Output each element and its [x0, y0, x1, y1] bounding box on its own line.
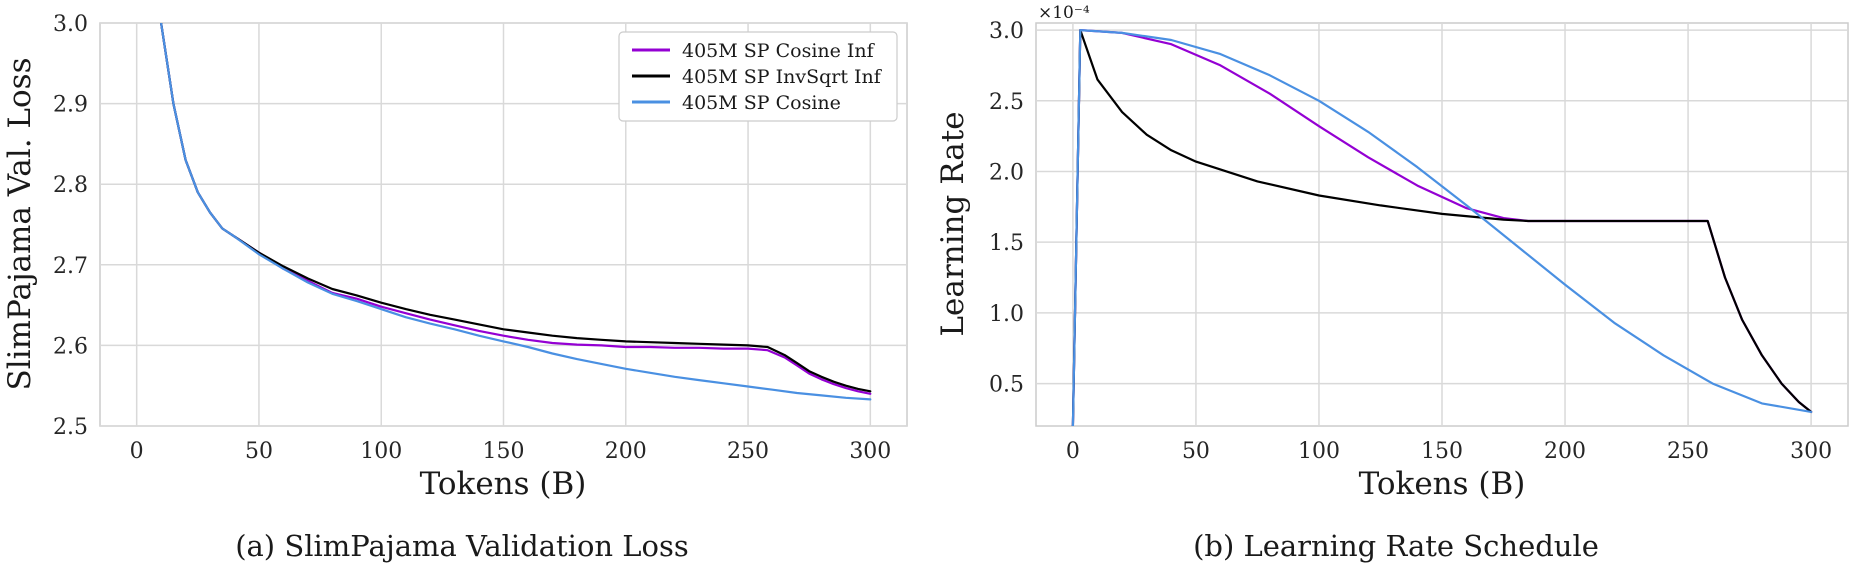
x-tick-label-b-3: 150 — [1421, 439, 1463, 464]
y-tick-label-a-3: 2.8 — [53, 173, 88, 198]
y-tick-label-a-0: 2.5 — [53, 415, 88, 440]
x-tick-label-b-2: 100 — [1298, 439, 1340, 464]
y-ticks-a: 2.5 2.6 2.7 2.8 2.9 3.0 — [53, 12, 88, 440]
legend-label-1: 405M SP InvSqrt Inf — [682, 66, 883, 88]
x-ticks-b: 0 50 100 150 200 250 300 — [1066, 439, 1832, 464]
x-tick-label-b-1: 50 — [1182, 439, 1210, 464]
x-tick-label-a-0: 0 — [130, 439, 144, 464]
panel-validation-loss: 0 50 100 150 200 250 300 2.5 2.6 2.7 2.8 2.9 3.0 To… — [2, 12, 908, 563]
x-tick-label-a-2: 100 — [360, 439, 402, 464]
y-tick-label-a-1: 2.6 — [53, 334, 88, 359]
series-line-b-1 — [1071, 29, 1813, 426]
y-ticks-b: 0.5 1.0 1.5 2.0 2.5 3.0 — [989, 19, 1024, 398]
legend-a: 405M SP Cosine Inf 405M SP InvSqrt Inf 405… — [618, 31, 898, 122]
y-tick-label-b-4: 2.5 — [989, 90, 1024, 115]
x-axis-label-a: Tokens (B) — [420, 466, 587, 502]
caption-b: (b) Learning Rate Schedule — [1193, 529, 1599, 563]
y-tick-label-b-3: 2.0 — [989, 160, 1024, 185]
x-tick-label-a-3: 150 — [483, 439, 525, 464]
series-line-b-2 — [1071, 29, 1813, 426]
grid-a — [100, 22, 907, 427]
lines-a — [160, 23, 872, 401]
legend-label-0: 405M SP Cosine Inf — [682, 40, 876, 62]
grid-b — [1036, 23, 1848, 426]
panel-learning-rate: 0 50 100 150 200 250 300 0.5 1.0 1.5 2.0 2.5 3.0 ×1… — [935, 3, 1849, 563]
x-tick-label-a-6: 300 — [849, 439, 891, 464]
y-tick-label-a-5: 3.0 — [53, 12, 88, 37]
legend-label-2: 405M SP Cosine — [682, 92, 841, 114]
x-tick-label-a-5: 250 — [727, 439, 769, 464]
x-ticks-a: 0 50 100 150 200 250 300 — [130, 439, 892, 464]
y-tick-label-a-2: 2.7 — [53, 254, 88, 279]
lines-b — [1071, 29, 1813, 426]
x-tick-label-a-4: 200 — [605, 439, 647, 464]
y-axis-label-a: SlimPajama Val. Loss — [2, 58, 38, 391]
y-tick-label-a-4: 2.9 — [53, 93, 88, 118]
y-axis-label-b: Learning Rate — [935, 111, 971, 336]
series-line-a-2 — [160, 23, 872, 401]
caption-a: (a) SlimPajama Validation Loss — [235, 529, 689, 563]
x-axis-label-b: Tokens (B) — [1359, 466, 1526, 502]
x-tick-label-a-1: 50 — [245, 439, 273, 464]
x-tick-label-b-0: 0 — [1066, 439, 1080, 464]
y-tick-label-b-0: 0.5 — [989, 373, 1024, 398]
y-tick-label-b-2: 1.5 — [989, 231, 1024, 256]
y-tick-label-b-5: 3.0 — [989, 19, 1024, 44]
y-scale-label-b: ×10⁻⁴ — [1038, 3, 1090, 23]
x-tick-label-b-5: 250 — [1667, 439, 1709, 464]
x-tick-label-b-6: 300 — [1790, 439, 1832, 464]
legend-box — [618, 31, 898, 122]
y-tick-label-b-1: 1.0 — [989, 302, 1024, 327]
x-tick-label-b-4: 200 — [1544, 439, 1586, 464]
